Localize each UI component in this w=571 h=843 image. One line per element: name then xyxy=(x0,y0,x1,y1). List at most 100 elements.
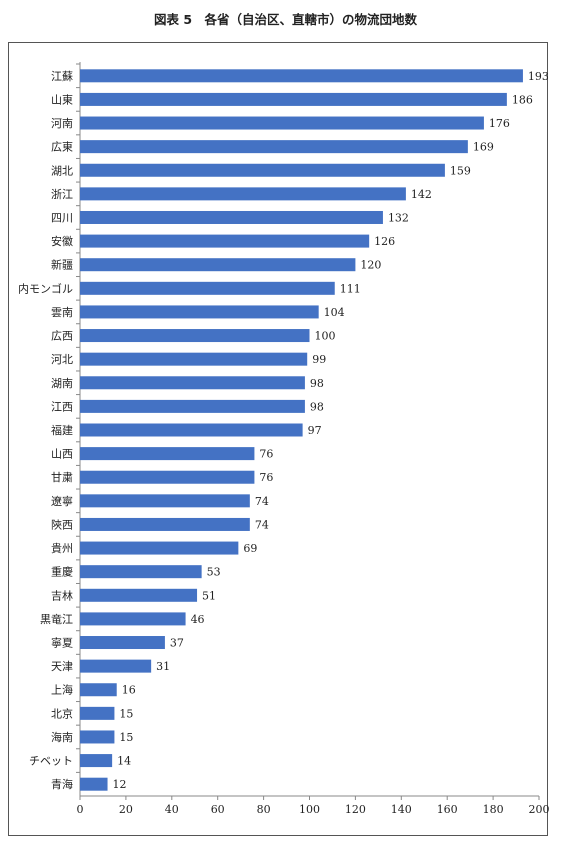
data-label: 169 xyxy=(473,141,494,154)
bar xyxy=(80,754,113,768)
data-label: 111 xyxy=(340,282,361,295)
x-tick-label: 200 xyxy=(529,803,550,816)
category-label: チベット xyxy=(29,755,73,768)
category-label: 湖北 xyxy=(51,164,73,177)
bar xyxy=(80,116,484,130)
category-label: 黒竜江 xyxy=(40,612,73,626)
category-label: 重慶 xyxy=(51,565,73,579)
data-label: 76 xyxy=(259,448,273,461)
bar xyxy=(80,234,370,248)
category-label: 湖南 xyxy=(51,377,73,390)
data-label: 100 xyxy=(315,330,336,343)
category-label: 山西 xyxy=(51,448,73,461)
x-tick-label: 140 xyxy=(391,803,412,816)
category-label: 貴州 xyxy=(51,541,73,555)
bar xyxy=(80,470,255,484)
bar xyxy=(80,777,108,791)
bar xyxy=(80,163,445,177)
category-label: 海南 xyxy=(51,730,73,744)
bar xyxy=(80,588,198,602)
category-label: 新疆 xyxy=(51,258,73,272)
category-label: 広西 xyxy=(51,330,73,343)
bar xyxy=(80,187,406,201)
bar xyxy=(80,376,305,390)
data-label: 159 xyxy=(450,164,471,177)
data-label: 132 xyxy=(388,211,409,224)
data-label: 76 xyxy=(259,471,273,484)
x-tick-label: 180 xyxy=(483,803,504,816)
bar xyxy=(80,517,250,531)
category-label: 広東 xyxy=(51,141,73,154)
data-label: 74 xyxy=(255,495,269,508)
data-label: 186 xyxy=(512,93,533,106)
bar xyxy=(80,305,319,319)
bar xyxy=(80,659,152,673)
category-label: 内モンゴル xyxy=(18,281,73,295)
x-tick-label: 60 xyxy=(211,803,225,816)
bar xyxy=(80,706,115,720)
category-label: 安徽 xyxy=(51,234,73,248)
data-label: 176 xyxy=(489,117,510,130)
category-label: 遼寧 xyxy=(51,494,73,508)
x-tick-label: 80 xyxy=(257,803,271,816)
data-label: 46 xyxy=(191,613,205,626)
bar xyxy=(80,329,310,343)
category-label: 山東 xyxy=(51,93,73,106)
data-label: 15 xyxy=(119,731,133,744)
category-label: 天津 xyxy=(51,660,73,673)
category-label: 北京 xyxy=(51,706,73,720)
x-tick-label: 100 xyxy=(299,803,320,816)
data-label: 12 xyxy=(113,778,127,791)
data-label: 98 xyxy=(310,400,324,413)
category-label: 青海 xyxy=(51,777,73,791)
category-label: 四川 xyxy=(51,211,73,224)
bar xyxy=(80,565,202,579)
figure-title: 図表 5 各省（自治区、直轄市）の物流団地数 xyxy=(153,12,418,27)
bar xyxy=(80,612,186,626)
x-tick-label: 0 xyxy=(77,803,84,816)
data-label: 193 xyxy=(528,70,549,83)
bar xyxy=(80,399,305,413)
data-label: 37 xyxy=(170,637,184,650)
category-label: 江蘇 xyxy=(51,70,73,83)
data-label: 53 xyxy=(207,566,221,579)
data-label: 69 xyxy=(243,542,257,555)
data-label: 51 xyxy=(202,589,216,602)
bar xyxy=(80,92,507,106)
data-label: 74 xyxy=(255,518,269,531)
bar xyxy=(80,281,335,295)
x-tick-label: 160 xyxy=(437,803,458,816)
category-label: 寧夏 xyxy=(51,636,73,650)
bar xyxy=(80,423,303,437)
category-label: 河北 xyxy=(51,353,73,366)
data-label: 142 xyxy=(411,188,432,201)
category-label: 甘粛 xyxy=(51,471,73,484)
category-label: 陝西 xyxy=(51,518,73,531)
bar xyxy=(80,447,255,461)
data-label: 98 xyxy=(310,377,324,390)
chart-frame xyxy=(8,42,548,836)
category-label: 雲南 xyxy=(51,306,73,319)
category-label: 吉林 xyxy=(51,588,73,602)
data-label: 97 xyxy=(308,424,322,437)
category-label: 福建 xyxy=(51,423,73,437)
bar xyxy=(80,494,250,508)
data-label: 126 xyxy=(374,235,395,248)
data-label: 16 xyxy=(122,684,136,697)
bar xyxy=(80,730,115,744)
category-label: 浙江 xyxy=(51,188,73,201)
x-tick-label: 120 xyxy=(345,803,366,816)
x-tick-label: 40 xyxy=(165,803,179,816)
bar xyxy=(80,636,165,650)
category-label: 上海 xyxy=(51,683,73,697)
bar xyxy=(80,210,383,224)
bar xyxy=(80,541,239,555)
bar xyxy=(80,140,468,154)
bar xyxy=(80,69,523,83)
data-label: 104 xyxy=(324,306,345,319)
data-label: 31 xyxy=(156,660,170,673)
category-label: 河南 xyxy=(51,117,73,130)
bar xyxy=(80,683,117,697)
category-label: 江西 xyxy=(51,400,73,413)
